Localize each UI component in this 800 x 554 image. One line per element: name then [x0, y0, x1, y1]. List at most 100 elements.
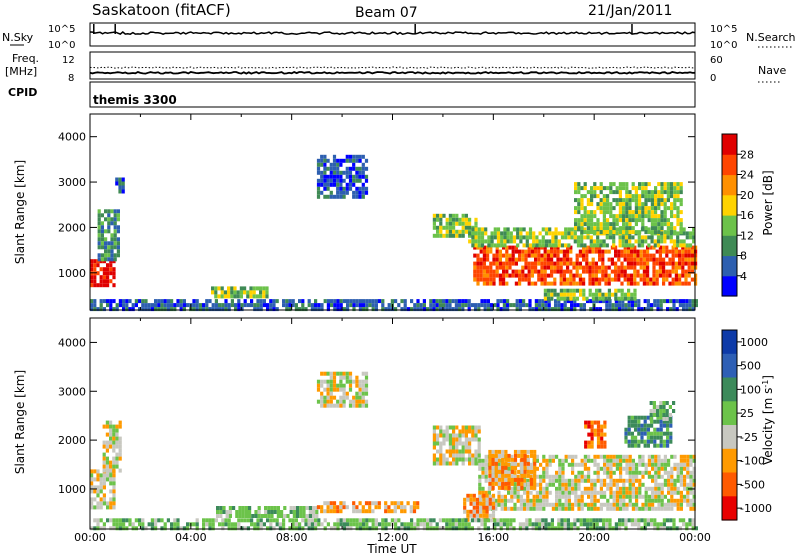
range-gate-cell — [584, 420, 588, 425]
range-gate-cell — [109, 464, 113, 469]
range-gate-cell — [255, 294, 259, 299]
range-gate-cell — [96, 477, 100, 482]
range-gate-cell — [464, 449, 468, 454]
range-gate-cell — [572, 292, 576, 297]
range-gate-cell — [599, 494, 603, 499]
range-gate-cell — [332, 375, 337, 380]
range-gate-cell — [650, 431, 654, 436]
range-gate-cell — [558, 462, 562, 467]
range-gate-cell — [115, 452, 119, 457]
range-gate-cell — [634, 423, 638, 428]
range-gate-cell — [104, 245, 108, 250]
range-gate-cell — [573, 235, 577, 240]
range-gate-cell — [269, 526, 273, 531]
range-gate-cell — [615, 490, 619, 495]
range-gate-cell — [173, 307, 177, 312]
colorbar-swatch — [722, 401, 737, 426]
range-gate-cell — [482, 497, 486, 502]
range-gate-cell — [666, 190, 670, 195]
range-gate-cell — [214, 286, 218, 291]
range-gate-cell — [578, 273, 582, 278]
range-gate-cell — [602, 222, 606, 227]
range-gate-cell — [280, 514, 284, 518]
range-gate-cell — [503, 239, 507, 244]
range-gate-cell — [569, 245, 573, 250]
range-gate-cell — [555, 498, 559, 503]
range-gate-cell — [352, 158, 356, 163]
range-gate-cell — [612, 462, 616, 467]
range-gate-cell — [317, 303, 321, 308]
range-gate-cell — [470, 518, 474, 523]
range-gate-cell — [647, 458, 651, 463]
range-gate-cell — [627, 299, 631, 304]
range-gate-cell — [657, 222, 661, 227]
range-gate-cell — [589, 522, 593, 527]
range-gate-cell — [692, 227, 696, 232]
range-gate-cell — [100, 225, 104, 230]
range-gate-cell — [630, 296, 634, 301]
range-gate-cell — [643, 423, 647, 428]
range-gate-cell — [163, 299, 167, 304]
range-gate-cell — [647, 470, 651, 475]
range-gate-cell — [480, 239, 485, 244]
range-gate-cell — [342, 522, 346, 527]
range-gate-cell — [641, 222, 645, 227]
range-gate-cell — [630, 292, 634, 297]
range-gate-cell — [666, 194, 670, 199]
range-gate-cell — [468, 445, 472, 450]
range-gate-cell — [301, 307, 305, 312]
range-gate-cell — [464, 303, 468, 308]
range-gate-cell — [483, 307, 487, 312]
range-gate-cell — [571, 502, 575, 507]
range-gate-cell — [497, 465, 502, 470]
range-gate-cell — [679, 222, 683, 227]
y-tick-label: 2000 — [58, 434, 86, 447]
range-gate-cell — [486, 277, 490, 282]
range-gate-cell — [493, 526, 497, 531]
range-gate-cell — [582, 296, 586, 301]
range-gate-cell — [436, 425, 440, 430]
range-gate-cell — [336, 166, 340, 171]
range-gate-cell — [617, 277, 621, 282]
range-gate-cell — [176, 303, 180, 308]
range-gate-cell — [479, 269, 483, 274]
range-gate-cell — [468, 453, 472, 458]
range-gate-cell — [442, 526, 446, 531]
range-gate-cell — [332, 158, 337, 163]
range-gate-cell — [583, 490, 587, 495]
range-gate-cell — [448, 299, 452, 304]
range-gate-cell — [663, 502, 667, 507]
range-gate-cell — [650, 230, 654, 235]
range-gate-cell — [445, 433, 449, 438]
range-gate-cell — [110, 257, 114, 262]
range-gate-cell — [546, 261, 550, 266]
range-gate-cell — [559, 277, 563, 282]
range-gate-cell — [266, 526, 270, 531]
range-gate-cell — [575, 269, 579, 274]
range-gate-cell — [170, 307, 174, 312]
range-gate-cell — [608, 303, 612, 308]
range-gate-cell — [110, 233, 114, 238]
range-gate-cell — [371, 307, 375, 312]
range-gate-cell — [554, 307, 558, 312]
range-gate-cell — [486, 265, 490, 270]
range-gate-cell — [448, 449, 452, 454]
range-gate-cell — [315, 514, 319, 518]
range-gate-cell — [637, 443, 641, 448]
range-gate-cell — [100, 257, 104, 262]
range-gate-cell — [653, 431, 657, 436]
range-gate-cell — [662, 409, 666, 413]
range-gate-cell — [669, 419, 673, 424]
range-gate-cell — [519, 227, 523, 232]
range-gate-cell — [384, 518, 388, 523]
range-gate-cell — [582, 303, 586, 308]
range-gate-cell — [679, 202, 683, 207]
range-gate-cell — [154, 526, 158, 531]
range-gate-cell — [594, 277, 598, 282]
range-gate-cell — [532, 498, 536, 503]
range-gate-cell — [339, 190, 343, 195]
range-gate-cell — [505, 273, 509, 278]
range-gate-cell — [510, 457, 514, 462]
range-gate-cell — [638, 214, 642, 219]
range-gate-cell — [643, 419, 647, 424]
